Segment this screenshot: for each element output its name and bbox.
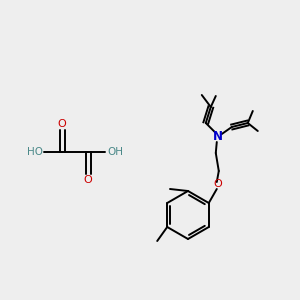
Text: N: N (213, 130, 223, 143)
Text: O: O (58, 119, 66, 129)
Text: OH: OH (107, 147, 123, 157)
Text: HO: HO (27, 147, 43, 157)
Text: O: O (84, 175, 92, 185)
Text: O: O (213, 179, 222, 189)
